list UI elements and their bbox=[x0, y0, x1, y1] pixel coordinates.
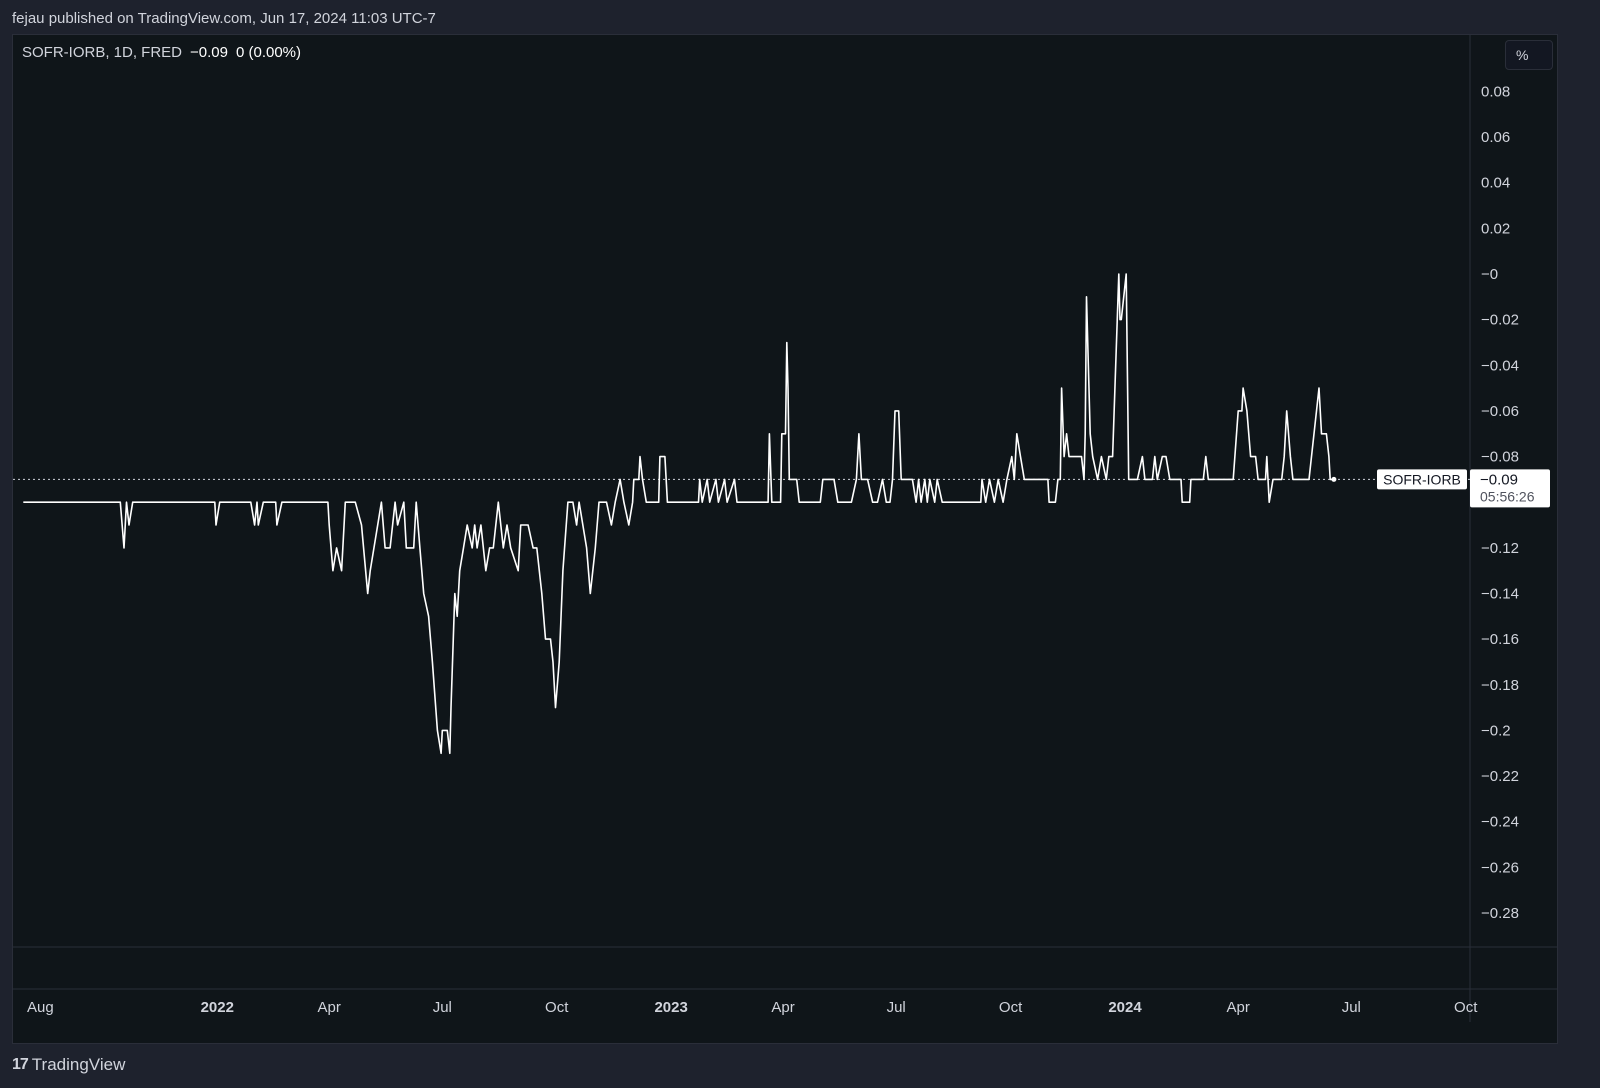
y-tick-label: −0.04 bbox=[1481, 357, 1519, 374]
series-line-sofr-iorb bbox=[23, 273, 1334, 755]
price-tag-value: −0.09 bbox=[1480, 471, 1518, 488]
y-tick-label: −0 bbox=[1481, 266, 1498, 283]
x-tick-label: Jul bbox=[1342, 999, 1361, 1016]
x-tick-label: 2023 bbox=[654, 999, 687, 1016]
y-tick-label: 0.02 bbox=[1481, 220, 1510, 237]
x-tick-label: Apr bbox=[317, 999, 340, 1016]
price-scale[interactable]: 0.08 0.06 0.04 0.02 −0 −0.02 −0.04 −0.06 −0.08 −0… bbox=[1481, 83, 1519, 922]
x-tick-label: Oct bbox=[999, 999, 1023, 1016]
y-tick-label: −0.14 bbox=[1481, 586, 1519, 603]
x-tick-label: Oct bbox=[1454, 999, 1478, 1016]
x-tick-label: Apr bbox=[1226, 999, 1249, 1016]
y-tick-label: −0.12 bbox=[1481, 540, 1519, 557]
y-tick-label: 0.04 bbox=[1481, 175, 1510, 192]
y-tick-label: −0.28 bbox=[1481, 905, 1519, 922]
y-tick-label: −0.26 bbox=[1481, 859, 1519, 876]
x-tick-label: Apr bbox=[771, 999, 794, 1016]
series-name-tag-label: SOFR-IORB bbox=[1383, 471, 1461, 487]
chart-pane[interactable] bbox=[12, 34, 1558, 1044]
price-tag bbox=[1470, 469, 1550, 508]
legend-symbol: SOFR-IORB, 1D, FRED bbox=[22, 44, 183, 61]
y-tick-label: 0.06 bbox=[1481, 129, 1510, 146]
y-tick-label: −0.22 bbox=[1481, 768, 1519, 785]
x-tick-label: Jul bbox=[433, 999, 452, 1016]
tradingview-logo-icon: 17 bbox=[12, 1056, 29, 1073]
y-tick-label: −0.02 bbox=[1481, 312, 1519, 329]
y-tick-label: −0.08 bbox=[1481, 449, 1519, 466]
publisher-caption: fejau published on TradingView.com, Jun … bbox=[12, 10, 436, 27]
legend-value: −0.09 bbox=[190, 44, 228, 61]
x-tick-label: 2024 bbox=[1108, 999, 1142, 1016]
footer-branding: 17 TradingView bbox=[12, 1055, 125, 1075]
unit-button[interactable]: % bbox=[1505, 40, 1553, 70]
last-price-dot bbox=[1331, 476, 1337, 482]
y-tick-label: 0.08 bbox=[1481, 83, 1510, 100]
x-tick-label: 2022 bbox=[201, 999, 234, 1016]
y-tick-label: −0.18 bbox=[1481, 677, 1519, 694]
last-price-tags: SOFR-IORB −0.09 05:56:26 bbox=[1377, 469, 1550, 508]
y-tick-label: −0.16 bbox=[1481, 631, 1519, 648]
series-legend[interactable]: SOFR-IORB, 1D, FRED −0.09 0 (0.00%) bbox=[22, 44, 301, 61]
y-tick-label: −0.2 bbox=[1481, 722, 1511, 739]
time-axis[interactable]: Aug 2022 Apr Jul Oct 2023 Apr Jul Oct 2024 Apr Jul O… bbox=[27, 999, 1478, 1016]
y-tick-label: −0.06 bbox=[1481, 403, 1519, 420]
brand-name: TradingView bbox=[31, 1055, 126, 1074]
x-tick-label: Aug bbox=[27, 999, 54, 1016]
x-tick-label: Oct bbox=[545, 999, 569, 1016]
series-name-tag bbox=[1377, 469, 1467, 490]
x-tick-label: Jul bbox=[887, 999, 906, 1016]
y-tick-label: −0.24 bbox=[1481, 814, 1519, 831]
legend-change: 0 (0.00%) bbox=[235, 44, 302, 61]
price-tag-countdown: 05:56:26 bbox=[1480, 488, 1535, 504]
